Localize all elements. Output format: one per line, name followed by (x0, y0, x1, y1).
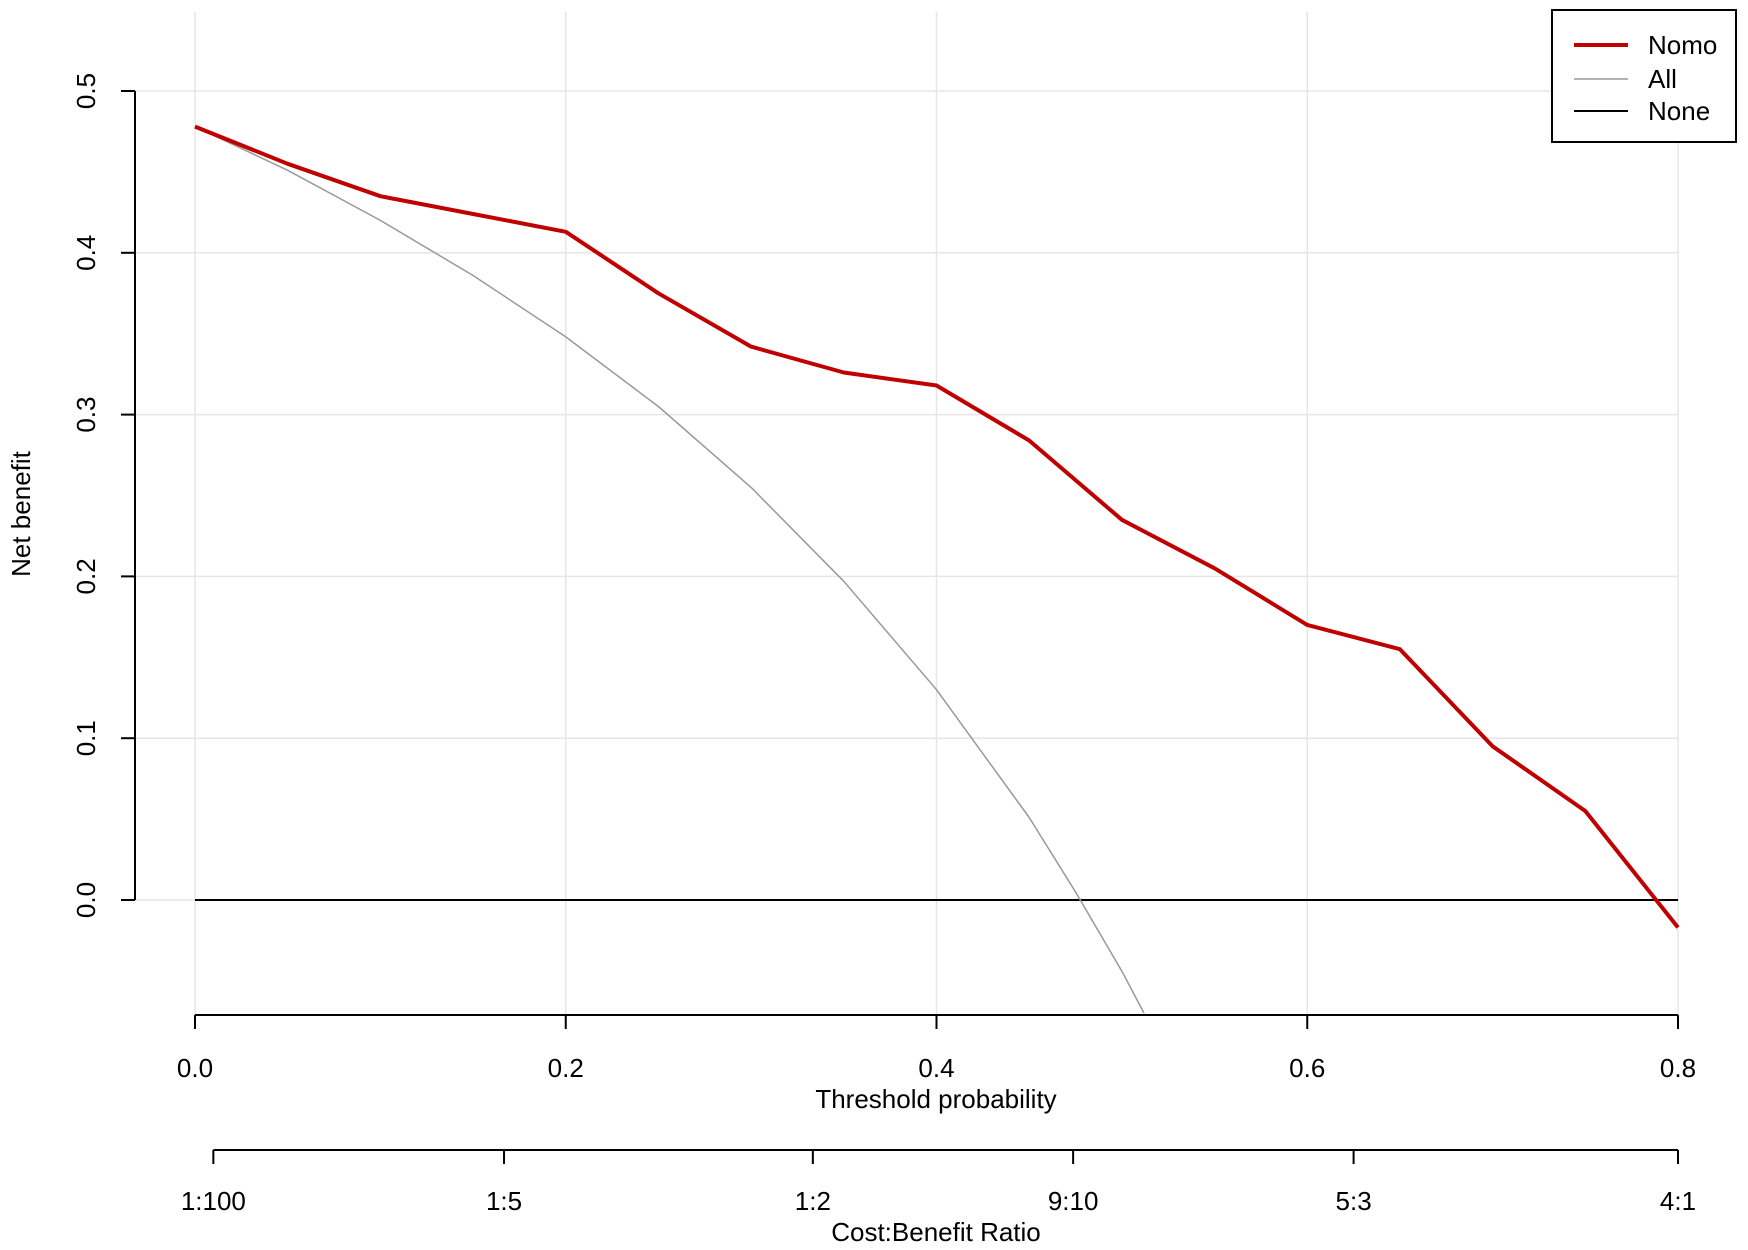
y-tick-label: 0.4 (71, 235, 101, 271)
x-tick-label: 0.8 (1660, 1053, 1696, 1083)
series-line-all (194, 125, 1145, 1014)
series-layer (194, 124, 1680, 1014)
legend-label-none: None (1648, 96, 1710, 126)
cost-benefit-tick-label: 1:5 (486, 1186, 522, 1216)
y-tick-label: 0.1 (71, 720, 101, 756)
cost-benefit-tick-label: 1:100 (181, 1186, 246, 1216)
y-axis: 0.0 0.1 0.2 0.3 0.4 0.5 (71, 73, 136, 918)
y-tick-label: 0.0 (71, 882, 101, 918)
grid (135, 12, 1679, 1015)
cost-benefit-tick-label: 5:3 (1336, 1186, 1372, 1216)
legend-label-nomo: Nomo (1648, 30, 1717, 60)
legend-label-all: All (1648, 64, 1677, 94)
series-line-nomo (194, 124, 1680, 929)
x-tick-label: 0.6 (1289, 1053, 1325, 1083)
x-tick-label: 0.4 (918, 1053, 954, 1083)
legend-box (1551, 9, 1737, 143)
y-axis-title: Net benefit (6, 450, 36, 577)
cost-benefit-tick-label: 1:2 (795, 1186, 831, 1216)
y-tick-label: 0.2 (71, 558, 101, 594)
x-axis: 0.0 0.2 0.4 0.6 0.8 (177, 1014, 1696, 1083)
y-tick-label: 0.3 (71, 397, 101, 433)
cost-benefit-tick-label: 9:10 (1048, 1186, 1099, 1216)
cost-benefit-axis: 1:100 1:5 1:2 9:10 5:3 4:1 (181, 1149, 1696, 1216)
cost-benefit-tick-label: 4:1 (1660, 1186, 1696, 1216)
x-axis-title: Threshold probability (815, 1084, 1056, 1114)
x-tick-label: 0.0 (177, 1053, 213, 1083)
y-tick-label: 0.5 (71, 73, 101, 109)
legend: Nomo All None (1551, 9, 1737, 143)
x-tick-label: 0.2 (548, 1053, 584, 1083)
cost-benefit-axis-title: Cost:Benefit Ratio (831, 1217, 1041, 1247)
